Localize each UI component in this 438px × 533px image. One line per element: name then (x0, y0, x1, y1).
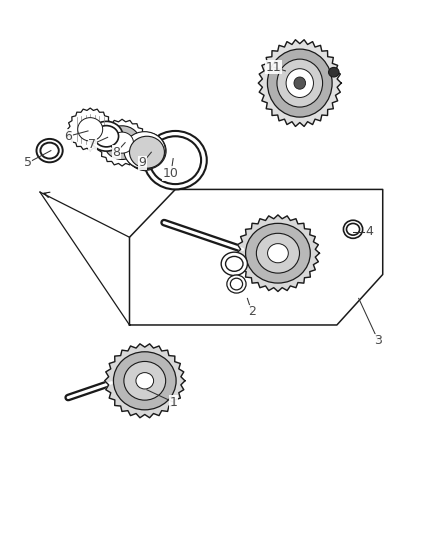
Text: 3: 3 (374, 334, 382, 348)
Ellipse shape (40, 143, 59, 159)
Ellipse shape (268, 244, 288, 263)
Ellipse shape (78, 118, 102, 141)
Polygon shape (130, 189, 383, 325)
Polygon shape (237, 215, 319, 292)
Ellipse shape (94, 126, 119, 147)
Ellipse shape (111, 132, 134, 153)
Text: 6: 6 (64, 130, 72, 143)
Text: 2: 2 (248, 305, 256, 318)
Ellipse shape (126, 134, 168, 171)
Ellipse shape (36, 139, 63, 163)
Ellipse shape (294, 77, 306, 89)
Ellipse shape (125, 133, 167, 170)
Ellipse shape (328, 67, 339, 77)
Polygon shape (105, 344, 185, 418)
Ellipse shape (124, 361, 166, 400)
Text: 10: 10 (163, 167, 179, 180)
Ellipse shape (227, 275, 246, 293)
Ellipse shape (90, 122, 123, 151)
Ellipse shape (246, 223, 310, 283)
Ellipse shape (277, 59, 322, 107)
Ellipse shape (136, 373, 154, 389)
Ellipse shape (104, 126, 140, 159)
Ellipse shape (113, 352, 176, 410)
Ellipse shape (226, 256, 243, 271)
Ellipse shape (125, 132, 166, 169)
Ellipse shape (268, 49, 332, 117)
Ellipse shape (346, 223, 360, 235)
Ellipse shape (221, 252, 247, 276)
Ellipse shape (144, 131, 207, 189)
Text: 9: 9 (139, 156, 147, 169)
Text: 1: 1 (169, 395, 177, 409)
Ellipse shape (230, 278, 243, 290)
Text: 4: 4 (366, 225, 374, 238)
Text: 7: 7 (88, 138, 96, 151)
Polygon shape (97, 119, 148, 166)
Polygon shape (67, 108, 113, 151)
Text: 5: 5 (24, 156, 32, 169)
Ellipse shape (130, 136, 164, 168)
Ellipse shape (286, 69, 314, 98)
Polygon shape (258, 40, 341, 126)
Ellipse shape (256, 233, 300, 273)
Ellipse shape (150, 136, 201, 184)
Ellipse shape (343, 220, 363, 238)
Ellipse shape (124, 132, 165, 169)
Text: 8: 8 (113, 146, 120, 159)
Text: 11: 11 (266, 61, 282, 74)
